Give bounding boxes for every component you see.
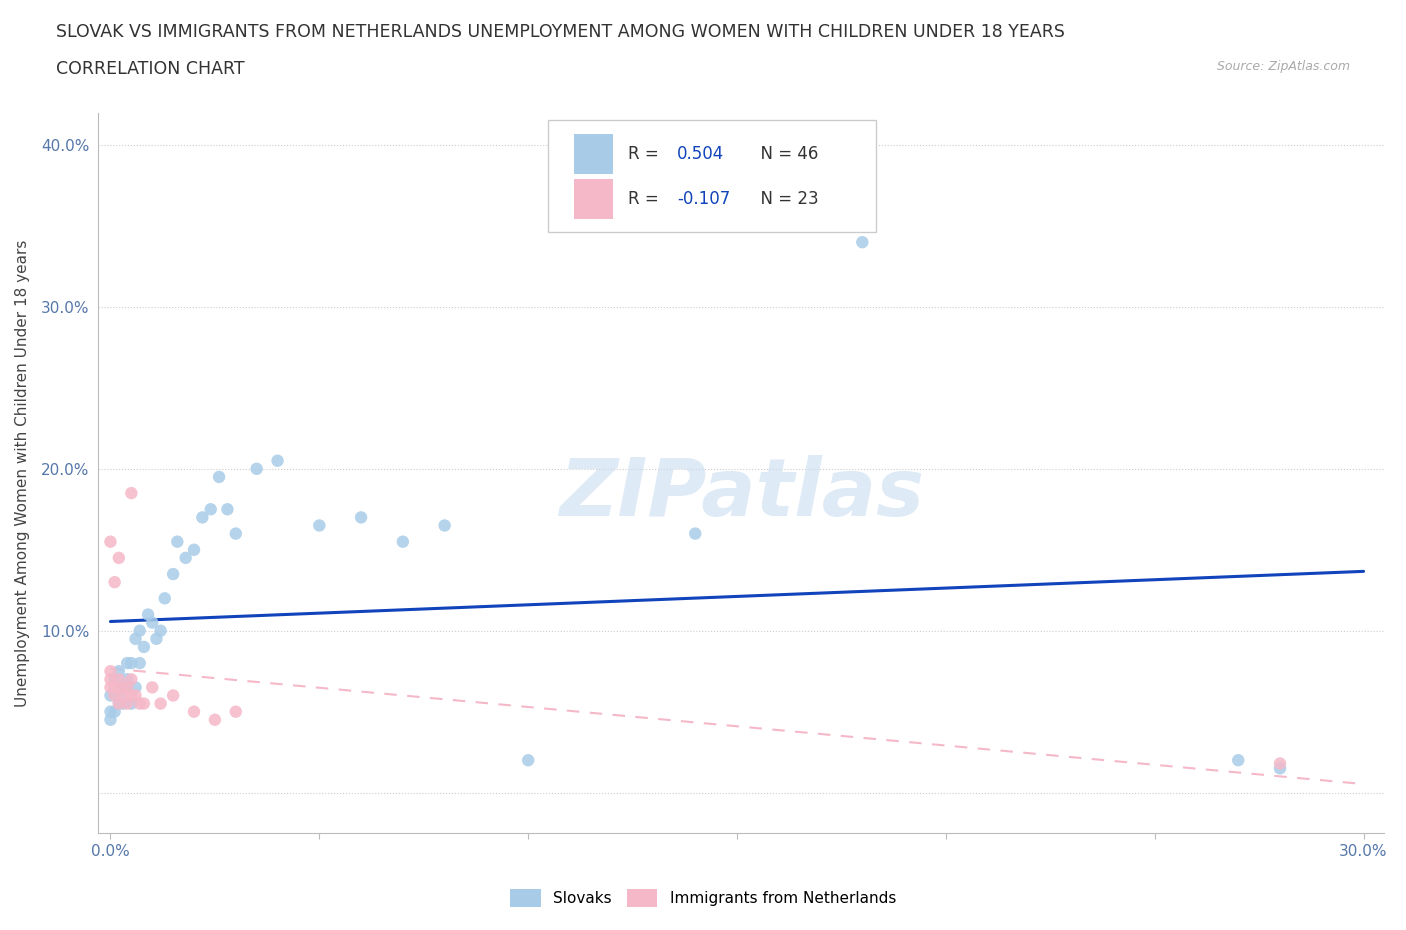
Point bbox=[851, 234, 873, 249]
Text: N = 46: N = 46 bbox=[751, 145, 818, 163]
Point bbox=[120, 656, 142, 671]
Point bbox=[104, 575, 127, 590]
Point bbox=[246, 461, 269, 476]
Point bbox=[111, 680, 134, 695]
Point bbox=[183, 704, 205, 719]
Point bbox=[128, 697, 150, 711]
Point bbox=[183, 542, 205, 557]
Text: SLOVAK VS IMMIGRANTS FROM NETHERLANDS UNEMPLOYMENT AMONG WOMEN WITH CHILDREN UND: SLOVAK VS IMMIGRANTS FROM NETHERLANDS UN… bbox=[56, 23, 1066, 41]
Point bbox=[225, 704, 247, 719]
Point bbox=[191, 510, 214, 525]
Text: N = 23: N = 23 bbox=[751, 190, 818, 208]
Point bbox=[1268, 756, 1291, 771]
Point bbox=[149, 697, 172, 711]
Point bbox=[266, 453, 288, 468]
Point bbox=[433, 518, 456, 533]
Text: 0.504: 0.504 bbox=[676, 145, 724, 163]
Point bbox=[111, 680, 134, 695]
Point bbox=[392, 534, 415, 549]
FancyBboxPatch shape bbox=[574, 134, 613, 174]
Point bbox=[1227, 752, 1250, 767]
Point bbox=[162, 688, 184, 703]
Point bbox=[153, 591, 176, 605]
Point bbox=[104, 680, 127, 695]
Point bbox=[104, 688, 127, 703]
Point bbox=[108, 697, 131, 711]
Point bbox=[115, 680, 138, 695]
Legend: Slovaks, Immigrants from Netherlands: Slovaks, Immigrants from Netherlands bbox=[503, 884, 903, 913]
Point bbox=[104, 704, 127, 719]
Point bbox=[108, 697, 131, 711]
Point bbox=[115, 680, 138, 695]
Point bbox=[100, 534, 122, 549]
Point bbox=[132, 697, 155, 711]
Point bbox=[145, 631, 167, 646]
Text: R =: R = bbox=[628, 190, 664, 208]
Point bbox=[1268, 761, 1291, 776]
Point bbox=[115, 697, 138, 711]
Point bbox=[517, 752, 540, 767]
FancyBboxPatch shape bbox=[574, 179, 613, 219]
Point bbox=[108, 671, 131, 686]
Point bbox=[120, 485, 142, 500]
Point bbox=[108, 664, 131, 679]
Point bbox=[350, 510, 373, 525]
Point bbox=[120, 688, 142, 703]
Point bbox=[104, 688, 127, 703]
Text: Source: ZipAtlas.com: Source: ZipAtlas.com bbox=[1216, 60, 1350, 73]
Point bbox=[141, 615, 163, 630]
Point bbox=[100, 704, 122, 719]
Point bbox=[124, 680, 146, 695]
Point bbox=[115, 671, 138, 686]
Point bbox=[111, 688, 134, 703]
Point bbox=[128, 623, 150, 638]
Text: -0.107: -0.107 bbox=[676, 190, 730, 208]
Point bbox=[128, 656, 150, 671]
Point bbox=[100, 712, 122, 727]
Point bbox=[108, 551, 131, 565]
Point bbox=[100, 671, 122, 686]
Point bbox=[100, 664, 122, 679]
Point bbox=[120, 671, 142, 686]
Y-axis label: Unemployment Among Women with Children Under 18 years: Unemployment Among Women with Children U… bbox=[15, 239, 30, 707]
Point bbox=[108, 688, 131, 703]
Point bbox=[166, 534, 188, 549]
Point bbox=[225, 526, 247, 541]
Point bbox=[100, 688, 122, 703]
Point bbox=[162, 566, 184, 581]
Point bbox=[217, 502, 239, 517]
Point bbox=[132, 640, 155, 655]
Text: R =: R = bbox=[628, 145, 664, 163]
Point bbox=[124, 631, 146, 646]
Point bbox=[104, 671, 127, 686]
Point bbox=[141, 680, 163, 695]
Point bbox=[149, 623, 172, 638]
Point bbox=[115, 656, 138, 671]
FancyBboxPatch shape bbox=[548, 120, 876, 232]
Point bbox=[100, 680, 122, 695]
Text: CORRELATION CHART: CORRELATION CHART bbox=[56, 60, 245, 78]
Point bbox=[120, 697, 142, 711]
Point bbox=[111, 697, 134, 711]
Point bbox=[174, 551, 197, 565]
Point bbox=[204, 712, 226, 727]
Point bbox=[136, 607, 159, 622]
Text: ZIPatlas: ZIPatlas bbox=[558, 456, 924, 534]
Point bbox=[683, 526, 706, 541]
Point bbox=[308, 518, 330, 533]
Point bbox=[124, 688, 146, 703]
Point bbox=[208, 470, 231, 485]
Point bbox=[200, 502, 222, 517]
